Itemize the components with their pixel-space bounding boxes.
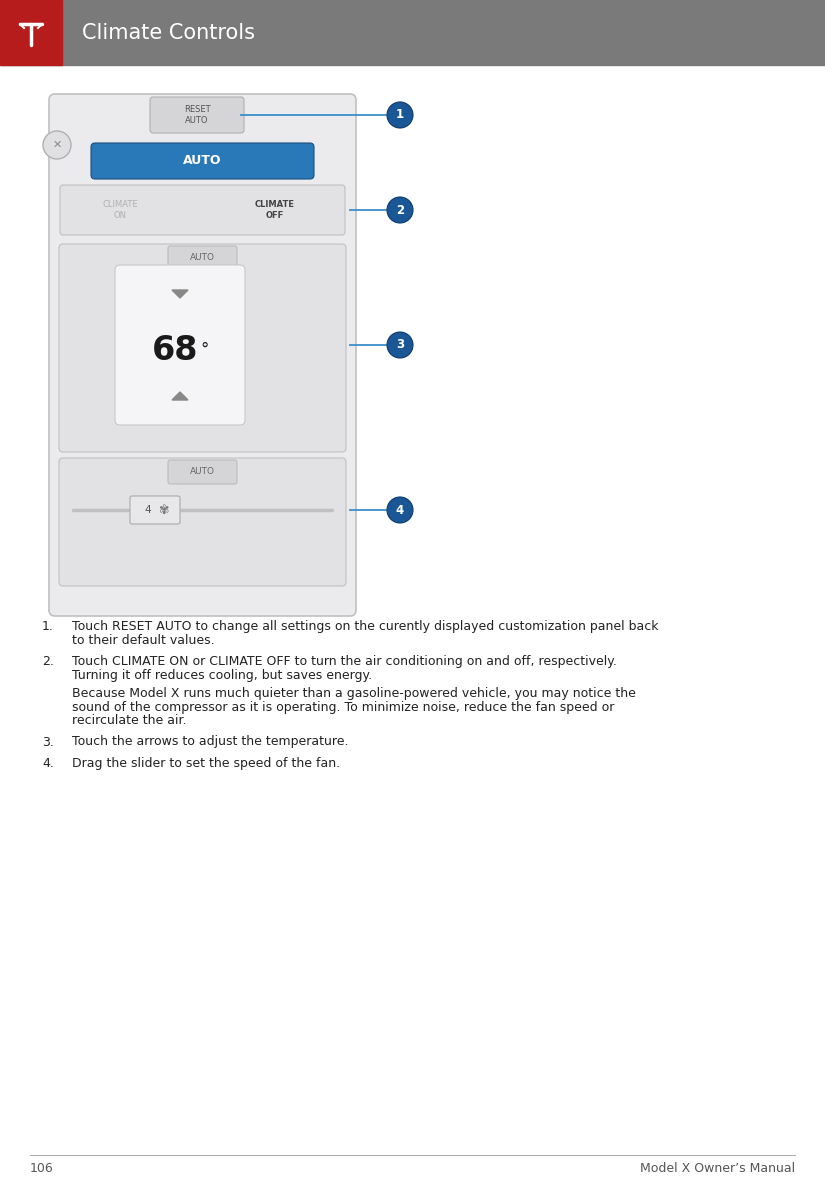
Text: 4.: 4. <box>42 757 54 770</box>
Circle shape <box>387 332 413 358</box>
Text: AUTO: AUTO <box>190 468 215 476</box>
Polygon shape <box>172 392 188 400</box>
Text: CLIMATE
ON: CLIMATE ON <box>102 200 138 220</box>
Text: 1: 1 <box>396 109 404 122</box>
Text: 2.: 2. <box>42 655 54 668</box>
Text: AUTO: AUTO <box>183 154 222 167</box>
FancyBboxPatch shape <box>115 265 245 425</box>
FancyBboxPatch shape <box>49 94 356 616</box>
FancyBboxPatch shape <box>59 458 346 586</box>
Text: 4: 4 <box>396 503 404 516</box>
Text: RESET
AUTO: RESET AUTO <box>184 105 210 126</box>
Text: 106: 106 <box>30 1162 54 1175</box>
Bar <box>0 0 825 65</box>
Text: 3: 3 <box>396 339 404 352</box>
Text: 68: 68 <box>152 334 198 367</box>
FancyBboxPatch shape <box>168 246 237 270</box>
FancyBboxPatch shape <box>130 496 180 525</box>
Text: Drag the slider to set the speed of the fan.: Drag the slider to set the speed of the … <box>72 757 340 770</box>
Text: ✕: ✕ <box>52 140 62 150</box>
Text: 1.: 1. <box>42 620 54 633</box>
FancyBboxPatch shape <box>150 97 244 133</box>
Circle shape <box>387 497 413 523</box>
FancyBboxPatch shape <box>91 143 314 179</box>
Text: 2: 2 <box>396 204 404 217</box>
Bar <box>0 0 62 65</box>
Circle shape <box>387 197 413 223</box>
Text: CLIMATE
OFF: CLIMATE OFF <box>255 200 295 220</box>
FancyBboxPatch shape <box>60 185 345 234</box>
Text: AUTO: AUTO <box>190 253 215 263</box>
Text: 4: 4 <box>144 506 151 515</box>
Text: Turning it off reduces cooling, but saves energy.: Turning it off reduces cooling, but save… <box>72 669 372 682</box>
Text: Climate Controls: Climate Controls <box>82 22 255 43</box>
Text: Touch CLIMATE ON or CLIMATE OFF to turn the air conditioning on and off, respect: Touch CLIMATE ON or CLIMATE OFF to turn … <box>72 655 617 668</box>
Text: Model X Owner’s Manual: Model X Owner’s Manual <box>640 1162 795 1175</box>
Text: Because Model X runs much quieter than a gasoline-powered vehicle, you may notic: Because Model X runs much quieter than a… <box>72 687 636 700</box>
Text: sound of the compressor as it is operating. To minimize noise, reduce the fan sp: sound of the compressor as it is operati… <box>72 701 615 714</box>
Circle shape <box>43 131 71 159</box>
Text: ✾: ✾ <box>158 503 169 516</box>
Text: 3.: 3. <box>42 735 54 748</box>
FancyBboxPatch shape <box>168 461 237 484</box>
Text: °: ° <box>200 341 209 359</box>
Text: Touch RESET AUTO to change all settings on the curently displayed customization : Touch RESET AUTO to change all settings … <box>72 620 658 633</box>
FancyBboxPatch shape <box>59 244 346 452</box>
Text: Touch the arrows to adjust the temperature.: Touch the arrows to adjust the temperatu… <box>72 735 348 748</box>
Text: recirculate the air.: recirculate the air. <box>72 714 186 727</box>
Polygon shape <box>172 290 188 298</box>
Text: to their default values.: to their default values. <box>72 633 214 646</box>
Circle shape <box>387 102 413 128</box>
